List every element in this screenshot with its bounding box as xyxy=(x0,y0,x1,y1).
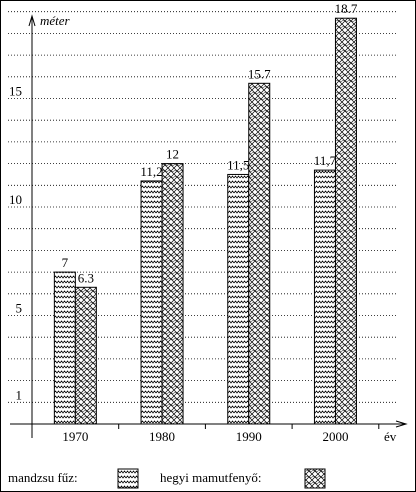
data-label: 11,7 xyxy=(314,153,337,168)
bar xyxy=(313,169,336,425)
data-label: 6.3 xyxy=(78,270,94,285)
data-label: 18.7 xyxy=(335,1,358,16)
y-tick-label: 10 xyxy=(9,192,22,207)
data-label: 12 xyxy=(166,147,179,162)
x-tick-label: 1970 xyxy=(62,429,88,444)
bar xyxy=(53,271,76,425)
legend-swatch xyxy=(117,468,139,489)
legend-label: hegyi mamutfenyő: xyxy=(160,470,261,485)
bar xyxy=(140,180,163,425)
bar xyxy=(334,17,357,425)
y-axis-arrow xyxy=(28,14,36,27)
y-tick-label: 5 xyxy=(16,300,23,315)
x-axis-label: év xyxy=(384,429,397,444)
data-label: 11,2 xyxy=(140,164,162,179)
legend-label: mandzsu fűz: xyxy=(8,470,78,485)
x-tick-label: 1980 xyxy=(149,429,175,444)
x-tick-label: 1990 xyxy=(236,429,262,444)
bar xyxy=(74,286,97,425)
bar xyxy=(248,82,271,425)
data-label: 15.7 xyxy=(248,66,271,81)
y-tick-label: 15 xyxy=(9,83,22,98)
x-tick-label: 2000 xyxy=(322,429,348,444)
data-label: 11,5 xyxy=(227,157,249,172)
x-axis-arrow xyxy=(395,420,408,428)
y-axis-label: méter xyxy=(40,13,71,28)
y-tick-label: 1 xyxy=(16,387,23,402)
bar xyxy=(227,173,250,425)
bar xyxy=(161,163,184,425)
data-label: 7 xyxy=(62,255,69,270)
legend-swatch xyxy=(304,468,326,489)
